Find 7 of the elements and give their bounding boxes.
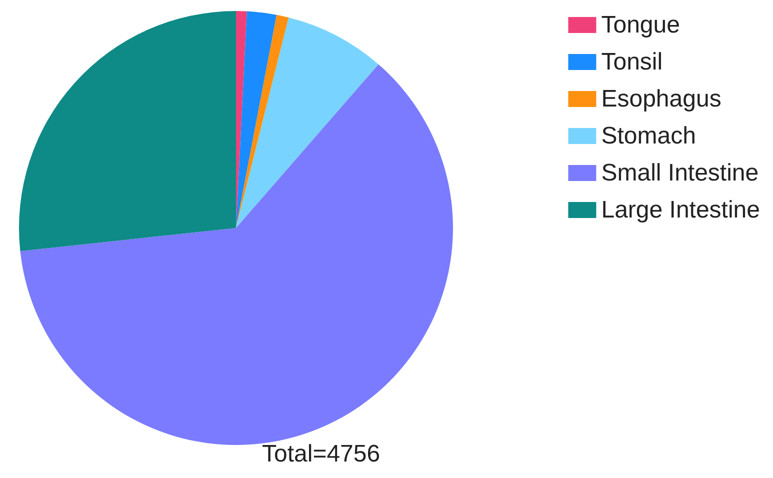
legend-label: Small Intestine	[601, 160, 759, 186]
legend-label: Esophagus	[601, 86, 722, 112]
legend-label: Tonsil	[601, 48, 663, 76]
legend-label: Large Intestine	[601, 196, 760, 224]
text: Total=4756	[262, 440, 380, 468]
legend-label: Tongue	[601, 12, 680, 38]
legend-label: Stomach	[601, 122, 696, 150]
